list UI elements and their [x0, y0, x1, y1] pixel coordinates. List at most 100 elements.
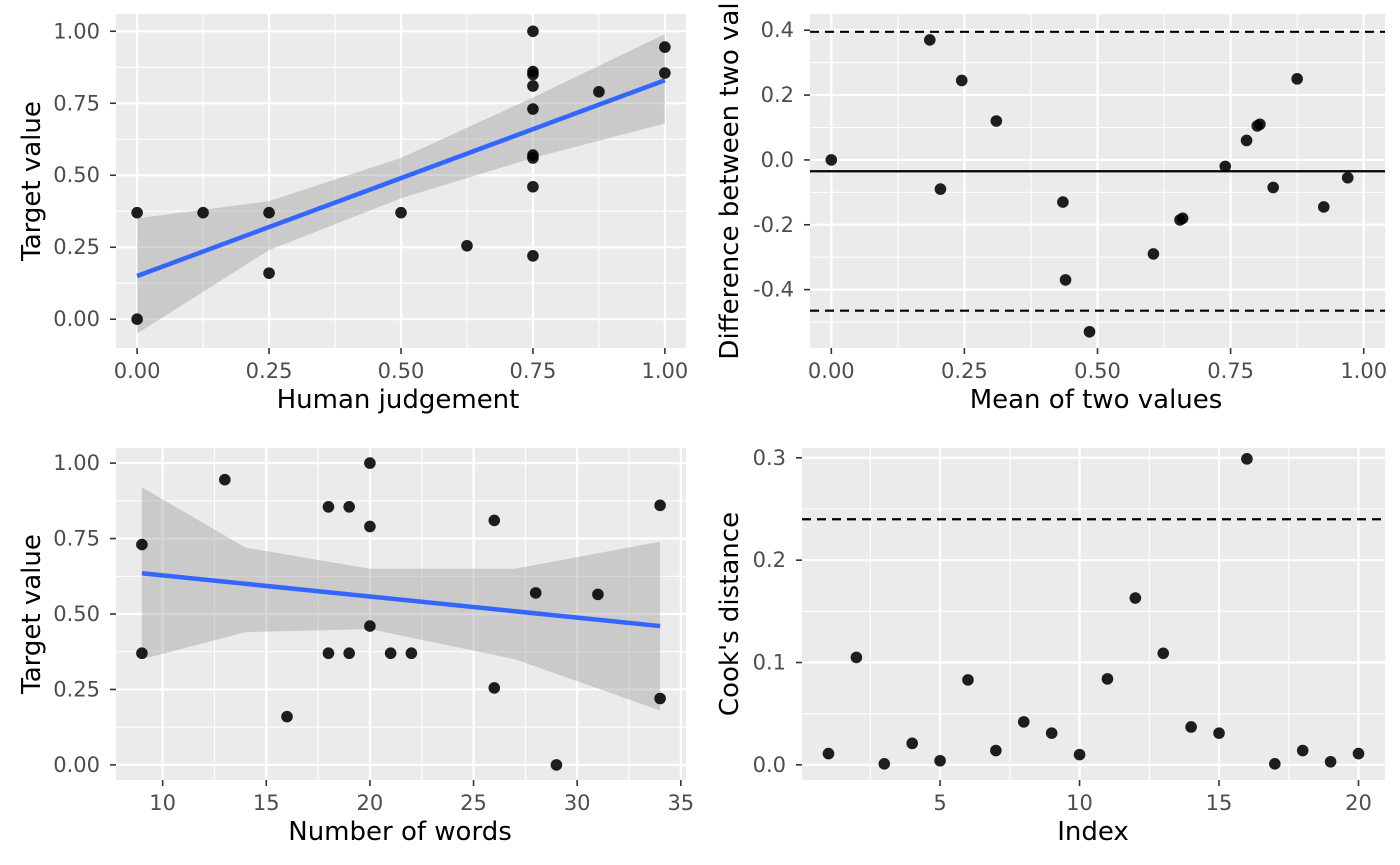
- y-tick-label: 0.25: [53, 235, 100, 259]
- data-point: [878, 758, 891, 770]
- data-point: [1254, 118, 1266, 131]
- x-tick-label: 0.25: [246, 359, 293, 383]
- data-point: [322, 501, 335, 513]
- data-point: [593, 85, 605, 98]
- data-point: [654, 692, 666, 705]
- data-point: [405, 647, 418, 660]
- data-point: [1176, 212, 1189, 225]
- data-point: [990, 115, 1003, 127]
- data-point: [136, 538, 148, 551]
- data-point: [263, 206, 275, 219]
- data-point: [529, 587, 542, 599]
- y-axis-title: Cook's distance: [715, 512, 745, 716]
- regression-line: [136, 78, 666, 279]
- data-point: [461, 239, 473, 252]
- x-tick-label: 0.50: [378, 359, 425, 383]
- data-point: [1241, 453, 1253, 465]
- data-point: [1291, 73, 1303, 85]
- y-tick-label: 0.3: [753, 446, 786, 470]
- data-point: [1017, 716, 1030, 728]
- data-point: [364, 620, 376, 632]
- panel-4: 5 10 15 20 0.0 0.1 0.2 0.3 Index Cook's distance: [715, 446, 1385, 847]
- data-point: [1352, 747, 1365, 760]
- y-tick-label: 0.0: [753, 753, 786, 777]
- x-tick-label: 25: [460, 791, 487, 815]
- data-point: [825, 154, 838, 166]
- x-tick-label: 0.00: [808, 359, 855, 383]
- x-tick-label: 1.00: [1340, 359, 1387, 383]
- data-point: [1129, 592, 1142, 604]
- data-point: [850, 651, 863, 664]
- data-point: [1101, 673, 1114, 685]
- data-point: [934, 183, 947, 195]
- x-tick-label: 35: [667, 791, 694, 815]
- y-tick-label: 0.0: [761, 148, 794, 172]
- data-point: [527, 180, 539, 193]
- data-point: [1045, 727, 1058, 739]
- data-point: [1059, 274, 1072, 286]
- y-tick-label: 0.00: [53, 307, 100, 331]
- y-tick-label: 0.75: [53, 91, 100, 115]
- data-point: [1269, 758, 1281, 770]
- y-tick-label: 0.2: [761, 83, 794, 107]
- data-point: [263, 267, 275, 279]
- panel-background: [802, 448, 1385, 780]
- data-point: [343, 647, 355, 660]
- data-point: [592, 588, 604, 601]
- data-point: [281, 710, 293, 723]
- x-axis-title: Number of words: [288, 817, 512, 847]
- x-tick-label: 0.50: [1074, 359, 1121, 383]
- panel-3: 10 15 20 25 30 35 0.00 0.25 0.50 0.75 1.00 Number o…: [17, 448, 694, 847]
- x-tick-label: 0.75: [510, 359, 557, 383]
- data-point: [527, 68, 539, 81]
- data-point: [1213, 727, 1225, 739]
- x-tick-label: 5: [933, 791, 946, 815]
- data-point: [343, 501, 355, 513]
- data-point: [527, 103, 539, 115]
- data-point: [1267, 181, 1279, 194]
- data-point: [364, 520, 376, 533]
- data-point: [822, 747, 835, 760]
- x-tick-label: 15: [253, 791, 280, 815]
- data-point: [550, 759, 563, 771]
- y-tick-label: -0.2: [753, 213, 794, 237]
- y-axis-title: Difference between two val: [715, 2, 745, 359]
- data-point: [197, 206, 209, 219]
- x-tick-label: 20: [357, 791, 384, 815]
- data-point: [395, 206, 407, 219]
- y-tick-label: 1.00: [53, 451, 100, 475]
- data-point: [322, 647, 335, 660]
- x-tick-label: 0.25: [941, 359, 988, 383]
- data-point: [527, 250, 539, 262]
- data-point: [527, 25, 539, 38]
- data-point: [1296, 744, 1309, 757]
- x-axis-title: Human judgement: [277, 385, 520, 415]
- data-point: [1317, 201, 1330, 213]
- data-point: [1219, 160, 1232, 173]
- data-point: [136, 647, 148, 660]
- data-point: [990, 744, 1002, 757]
- data-point: [527, 80, 539, 92]
- x-tick-label: 30: [564, 791, 591, 815]
- data-point: [488, 682, 501, 694]
- data-point: [364, 457, 376, 469]
- data-point: [654, 499, 666, 512]
- y-tick-label: 0.00: [53, 753, 100, 777]
- y-axis-title: Target value: [17, 101, 47, 262]
- data-point: [1147, 248, 1160, 260]
- y-tick-label: 1.00: [53, 19, 100, 43]
- x-tick-label: 15: [1206, 791, 1233, 815]
- data-point: [934, 754, 946, 767]
- y-tick-label: 0.50: [53, 163, 100, 187]
- y-axis-title: Target value: [17, 534, 47, 695]
- data-point: [131, 206, 143, 219]
- x-tick-label: 10: [149, 791, 176, 815]
- data-point: [659, 41, 671, 53]
- y-tick-label: 0.75: [53, 527, 100, 551]
- data-point: [955, 74, 968, 87]
- data-point: [923, 34, 936, 46]
- data-point: [1083, 325, 1096, 338]
- data-point: [1240, 134, 1253, 147]
- data-point: [906, 737, 918, 750]
